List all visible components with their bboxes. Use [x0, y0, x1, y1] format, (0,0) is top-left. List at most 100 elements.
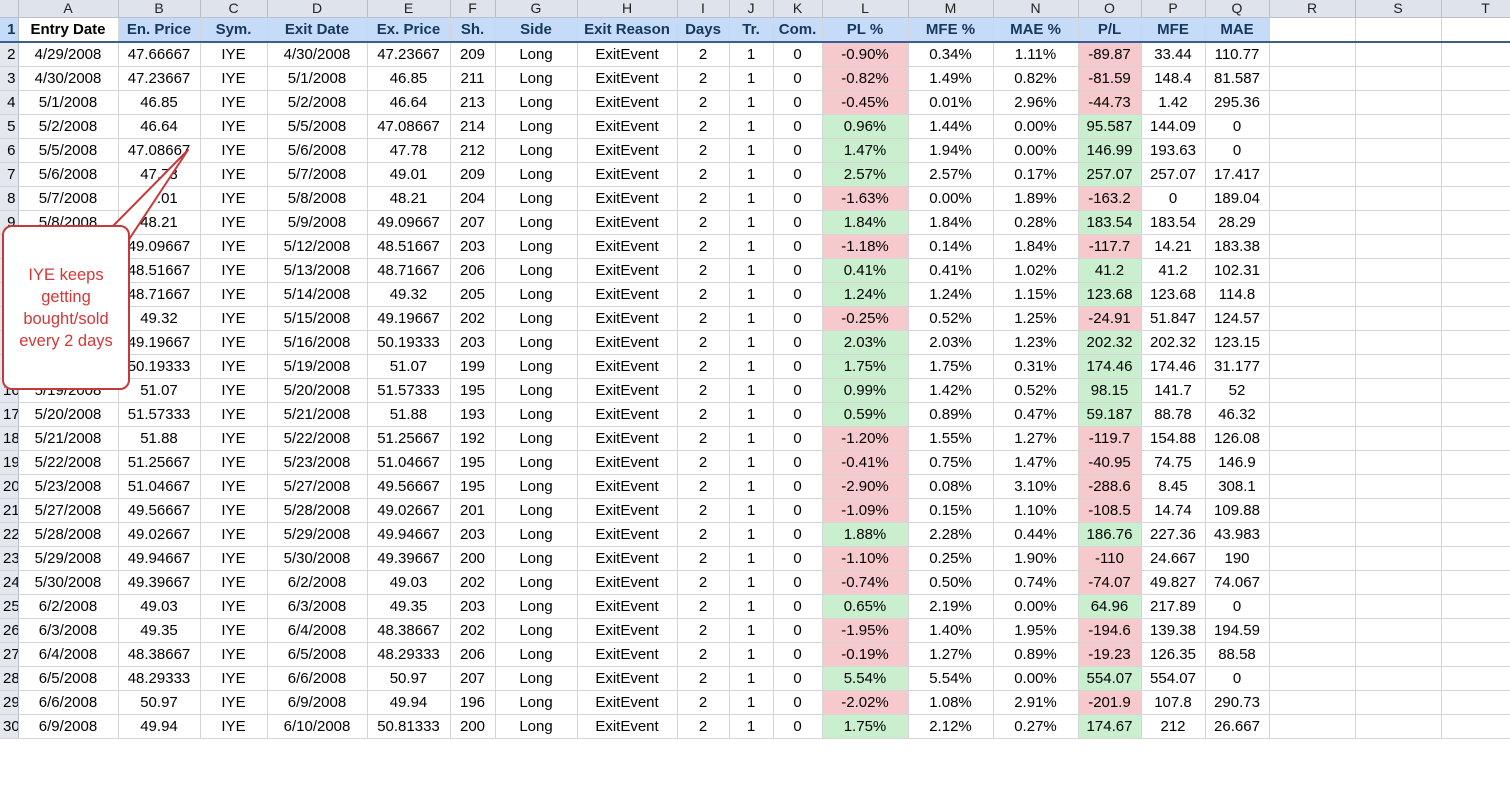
empty-cell[interactable] — [1355, 66, 1442, 91]
table-cell[interactable]: 6/3/2008 — [267, 594, 368, 619]
table-cell[interactable]: -1.63% — [822, 186, 909, 211]
table-cell[interactable]: 1 — [729, 186, 774, 211]
table-cell[interactable]: 51.25667 — [118, 450, 201, 475]
empty-cell[interactable] — [1355, 666, 1442, 691]
table-cell[interactable]: 74.75 — [1141, 450, 1206, 475]
table-cell[interactable]: 46.85 — [118, 90, 201, 115]
table-cell[interactable]: 1 — [729, 354, 774, 379]
table-cell[interactable]: ExitEvent — [577, 378, 678, 403]
table-cell[interactable]: 0 — [773, 42, 823, 67]
table-cell[interactable]: 5/15/2008 — [267, 306, 368, 331]
table-cell[interactable]: 174.46 — [1078, 354, 1142, 379]
select-all-corner[interactable] — [0, 0, 19, 18]
table-cell[interactable]: 2 — [677, 546, 730, 571]
table-cell[interactable]: 0.31% — [993, 354, 1079, 379]
table-cell[interactable]: -194.6 — [1078, 618, 1142, 643]
table-cell[interactable]: 102.31 — [1205, 258, 1270, 283]
table-cell[interactable]: ExitEvent — [577, 498, 678, 523]
field-header-cell[interactable]: Exit Reason — [577, 17, 678, 43]
empty-cell[interactable] — [1269, 282, 1356, 307]
table-cell[interactable]: 1 — [729, 282, 774, 307]
table-cell[interactable]: 0 — [773, 138, 823, 163]
table-cell[interactable]: IYE — [200, 570, 268, 595]
empty-cell[interactable] — [1441, 498, 1510, 523]
table-cell[interactable]: 4/29/2008 — [18, 42, 119, 67]
table-cell[interactable]: 0 — [773, 618, 823, 643]
table-cell[interactable]: 0 — [773, 330, 823, 355]
table-cell[interactable]: 194.59 — [1205, 618, 1270, 643]
empty-cell[interactable] — [1269, 186, 1356, 211]
table-cell[interactable]: 49.94667 — [367, 522, 451, 547]
column-header-d[interactable]: D — [267, 0, 368, 18]
table-cell[interactable]: 201 — [450, 498, 496, 523]
table-cell[interactable]: ExitEvent — [577, 186, 678, 211]
table-cell[interactable]: 1 — [729, 618, 774, 643]
table-cell[interactable]: 0.99% — [822, 378, 909, 403]
empty-cell[interactable] — [1441, 546, 1510, 571]
table-cell[interactable]: 0 — [773, 522, 823, 547]
empty-cell[interactable] — [1269, 402, 1356, 427]
column-header-q[interactable]: Q — [1205, 0, 1270, 18]
row-header[interactable]: 8 — [0, 186, 19, 211]
table-cell[interactable]: 0.41% — [908, 258, 994, 283]
field-header-cell[interactable]: MFE % — [908, 17, 994, 43]
table-cell[interactable]: 51.04667 — [367, 450, 451, 475]
column-header-k[interactable]: K — [773, 0, 823, 18]
table-cell[interactable]: 47.66667 — [118, 42, 201, 67]
empty-cell[interactable] — [1441, 234, 1510, 259]
table-cell[interactable]: IYE — [200, 330, 268, 355]
table-cell[interactable]: 2 — [677, 498, 730, 523]
field-header-cell[interactable]: Sym. — [200, 17, 268, 43]
table-cell[interactable]: 0.74% — [993, 570, 1079, 595]
table-cell[interactable]: IYE — [200, 402, 268, 427]
table-cell[interactable]: ExitEvent — [577, 642, 678, 667]
table-cell[interactable]: 2 — [677, 210, 730, 235]
table-cell[interactable]: 123.68 — [1141, 282, 1206, 307]
table-cell[interactable]: Long — [495, 546, 578, 571]
table-cell[interactable]: 0 — [773, 666, 823, 691]
table-cell[interactable]: 41.2 — [1078, 258, 1142, 283]
column-header-b[interactable]: B — [118, 0, 201, 18]
field-header-cell[interactable]: Sh. — [450, 17, 496, 43]
table-cell[interactable]: 47.78 — [118, 162, 201, 187]
table-cell[interactable]: 1.10% — [993, 498, 1079, 523]
empty-cell[interactable] — [1355, 570, 1442, 595]
table-cell[interactable]: 2 — [677, 162, 730, 187]
empty-cell[interactable] — [1441, 378, 1510, 403]
table-cell[interactable]: 2.03% — [908, 330, 994, 355]
empty-cell[interactable] — [1355, 114, 1442, 139]
table-cell[interactable]: 5/20/2008 — [267, 378, 368, 403]
table-cell[interactable]: 48.21 — [118, 210, 201, 235]
empty-cell[interactable] — [1355, 42, 1442, 67]
field-header-cell[interactable]: PL % — [822, 17, 909, 43]
table-cell[interactable]: 2 — [677, 306, 730, 331]
table-cell[interactable]: ExitEvent — [577, 282, 678, 307]
table-cell[interactable]: 47.78 — [367, 138, 451, 163]
table-cell[interactable]: 144.09 — [1141, 114, 1206, 139]
table-cell[interactable]: 0 — [773, 210, 823, 235]
empty-cell[interactable] — [1355, 282, 1442, 307]
table-cell[interactable]: Long — [495, 330, 578, 355]
row-header[interactable]: 20 — [0, 474, 19, 499]
field-header-cell[interactable]: Tr. — [729, 17, 774, 43]
table-cell[interactable]: 5/8/2008 — [267, 186, 368, 211]
table-cell[interactable]: 0.25% — [908, 546, 994, 571]
table-cell[interactable]: 2 — [677, 66, 730, 91]
table-cell[interactable]: 51.88 — [367, 402, 451, 427]
table-cell[interactable]: 3.10% — [993, 474, 1079, 499]
table-cell[interactable]: 0.89% — [908, 402, 994, 427]
table-cell[interactable]: Long — [495, 666, 578, 691]
table-cell[interactable]: 5/12/2008 — [267, 234, 368, 259]
field-header-cell[interactable]: P/L — [1078, 17, 1142, 43]
table-cell[interactable]: 1.49% — [908, 66, 994, 91]
table-cell[interactable]: IYE — [200, 474, 268, 499]
table-cell[interactable]: Long — [495, 42, 578, 67]
table-cell[interactable]: 202 — [450, 306, 496, 331]
table-cell[interactable]: 193.63 — [1141, 138, 1206, 163]
table-cell[interactable]: 0 — [773, 282, 823, 307]
table-cell[interactable]: 5.54% — [908, 666, 994, 691]
table-cell[interactable]: ExitEvent — [577, 450, 678, 475]
table-cell[interactable]: Long — [495, 306, 578, 331]
table-cell[interactable]: 1.95% — [993, 618, 1079, 643]
table-cell[interactable]: 0 — [1141, 186, 1206, 211]
